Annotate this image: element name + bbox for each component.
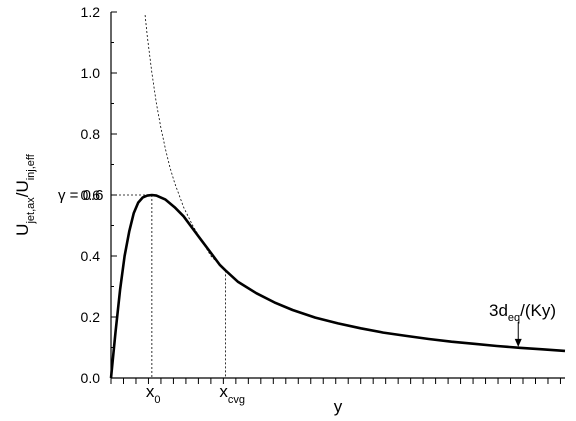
y-axis-title-main-1: U — [13, 224, 32, 236]
guide-lines — [111, 194, 226, 378]
x-tick-label-sub: 0 — [154, 394, 160, 406]
x-tick-label-main: x — [219, 382, 228, 401]
y-tick-label: 1.0 — [81, 65, 101, 81]
x-tick-label-main: x — [146, 382, 155, 401]
y-tick-label: 0.6 — [81, 187, 101, 203]
y-tick-label: 0.4 — [81, 248, 101, 264]
annotation-sub: eq — [508, 312, 520, 324]
y-axis-title-sub-1: jet,ax — [25, 197, 37, 225]
annotation-arrow — [514, 322, 522, 347]
x-tick-label: xcvg — [219, 382, 245, 406]
y-tick-label: 1.2 — [81, 4, 101, 20]
y-tick-label: 0.0 — [81, 370, 101, 386]
y-ticks: 0.0 0.2 0.4 0.6 0.8 1.0 1.2 — [81, 4, 117, 386]
annotation-prefix: 3d — [489, 301, 508, 320]
x-axis-title: y — [334, 397, 343, 416]
gamma-label: γ = 0.6 — [58, 187, 103, 204]
series-line-solid — [109, 193, 566, 379]
x-tick-label-sub: cvg — [228, 394, 245, 406]
y-axis-title: Ujet,ax/Uinj,eff — [13, 153, 37, 236]
annotation-label: 3deq/(Ky) — [489, 301, 556, 324]
y-axis-title-sep: /U — [13, 180, 32, 197]
annotation-suffix: /(Ky) — [520, 301, 556, 320]
series-line-dashed — [144, 15, 226, 271]
x-tick-labels: x0 xcvg — [146, 382, 245, 406]
y-tick-label: 0.8 — [81, 126, 101, 142]
series-group — [109, 15, 566, 379]
x-ticks — [110, 378, 561, 384]
x-tick-label: x0 — [146, 382, 161, 406]
y-axis-title-sub-2: inj,eff — [25, 153, 37, 180]
y-tick-label: 0.2 — [81, 309, 101, 325]
annotation-arrow-head — [514, 338, 522, 347]
